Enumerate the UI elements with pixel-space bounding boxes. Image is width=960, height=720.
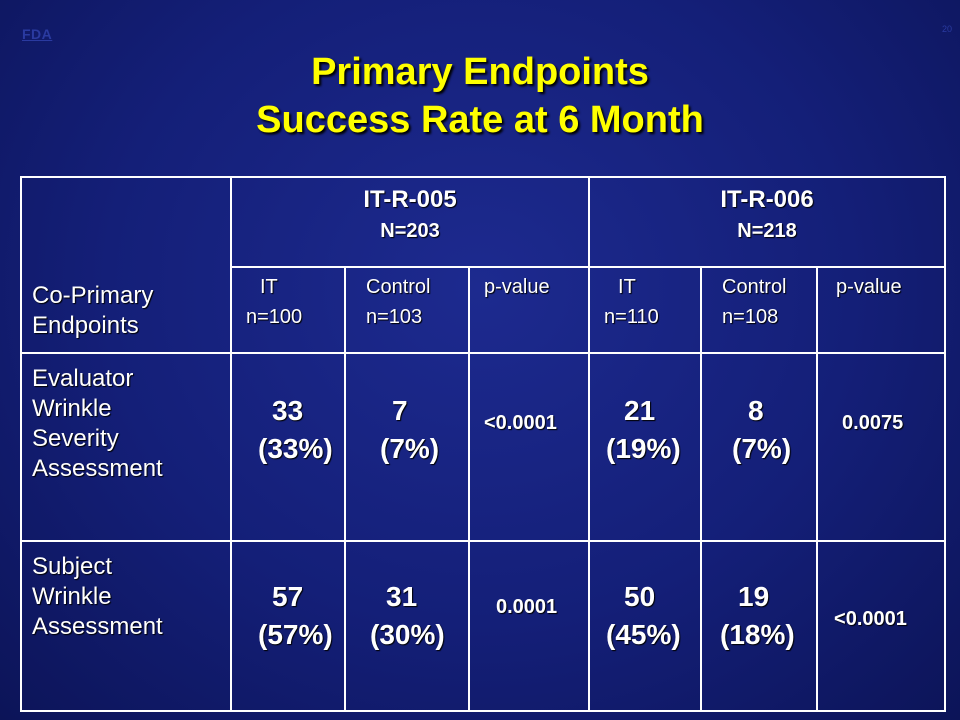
cell-value: 33 (33%) — [230, 352, 346, 542]
cell-p-value: 0.0075 — [816, 352, 947, 542]
cell-value: 19 (18%) — [700, 540, 819, 712]
percent: (57%) — [258, 619, 333, 650]
percent: (19%) — [606, 433, 681, 464]
p-value: <0.0001 — [834, 608, 907, 630]
col-n: n=100 — [246, 306, 303, 328]
percent: (7%) — [732, 433, 792, 464]
corner-header: Co-Primary Endpoints — [20, 176, 232, 354]
study-n: N=203 — [380, 220, 440, 242]
count: 50 — [624, 581, 656, 612]
row-label-line: Severity — [32, 425, 119, 452]
title-line-1: Primary Endpoints — [311, 51, 649, 93]
row-label: Evaluator Wrinkle Severity Assessment — [20, 352, 232, 542]
cell-p-value: 0.0001 — [467, 540, 591, 712]
cell-value: 50 (45%) — [588, 540, 703, 712]
p-value: 0.0075 — [842, 412, 904, 434]
col-header-p-value: p-value — [816, 266, 947, 354]
cell-value: 31 (30%) — [344, 540, 470, 712]
col-header-p-value: p-value — [467, 266, 591, 354]
corner-label-line-1: Co-Primary — [32, 282, 154, 309]
study-name: IT-R-005 — [363, 186, 457, 213]
slide-number: 20 — [941, 24, 952, 34]
p-value: <0.0001 — [484, 412, 557, 434]
results-table: Co-Primary Endpoints IT-R-005 N=203 IT-R… — [20, 176, 947, 712]
col-n: n=108 — [722, 306, 779, 328]
col-header-control: Control n=108 — [700, 266, 819, 354]
row-label-line: Subject — [32, 553, 113, 580]
col-label: p-value — [484, 276, 550, 298]
cell-value: 21 (19%) — [588, 352, 703, 542]
count: 31 — [386, 581, 418, 612]
col-label: Control — [366, 276, 431, 298]
percent: (18%) — [720, 619, 795, 650]
col-label: IT — [618, 276, 636, 298]
study-name: IT-R-006 — [720, 186, 814, 213]
cell-value: 7 (7%) — [344, 352, 470, 542]
row-label-line: Assessment — [32, 613, 163, 640]
fda-logo: FDA — [22, 26, 53, 42]
study-header-it-r-006: IT-R-006 N=218 — [588, 176, 947, 268]
cell-value: 57 (57%) — [230, 540, 346, 712]
row-label: Subject Wrinkle Assessment — [20, 540, 232, 712]
col-label: IT — [260, 276, 278, 298]
percent: (30%) — [370, 619, 445, 650]
percent: (7%) — [380, 433, 440, 464]
row-label-line: Evaluator — [32, 365, 134, 392]
count: 8 — [748, 395, 764, 426]
cell-p-value: <0.0001 — [816, 540, 947, 712]
row-label-line: Wrinkle — [32, 395, 112, 422]
col-n: n=110 — [604, 306, 659, 328]
title-line-2: Success Rate at 6 Month — [256, 99, 704, 141]
table-row-evaluator: Evaluator Wrinkle Severity Assessment 33… — [20, 352, 947, 542]
study-header-it-r-005: IT-R-005 N=203 — [229, 176, 591, 268]
col-header-it: IT n=110 — [588, 266, 703, 354]
col-label: Control — [722, 276, 787, 298]
count: 7 — [392, 395, 408, 426]
col-label: p-value — [836, 276, 902, 298]
col-header-it: IT n=100 — [230, 266, 346, 354]
study-n: N=218 — [737, 220, 797, 242]
cell-p-value: <0.0001 — [467, 352, 591, 542]
count: 21 — [624, 395, 656, 426]
row-label-line: Wrinkle — [32, 583, 112, 610]
cell-value: 8 (7%) — [700, 352, 819, 542]
slide-title: Primary Endpoints Success Rate at 6 Mont… — [0, 48, 960, 144]
table-row-subject: Subject Wrinkle Assessment 57 (57%) 31 (… — [20, 540, 947, 712]
row-label-line: Assessment — [32, 455, 163, 482]
col-header-control: Control n=103 — [344, 266, 470, 354]
corner-label-line-2: Endpoints — [32, 312, 139, 339]
p-value: 0.0001 — [496, 596, 558, 618]
percent: (33%) — [258, 433, 333, 464]
percent: (45%) — [606, 619, 681, 650]
count: 33 — [272, 395, 304, 426]
count: 57 — [272, 581, 304, 612]
count: 19 — [738, 581, 770, 612]
col-n: n=103 — [366, 306, 423, 328]
